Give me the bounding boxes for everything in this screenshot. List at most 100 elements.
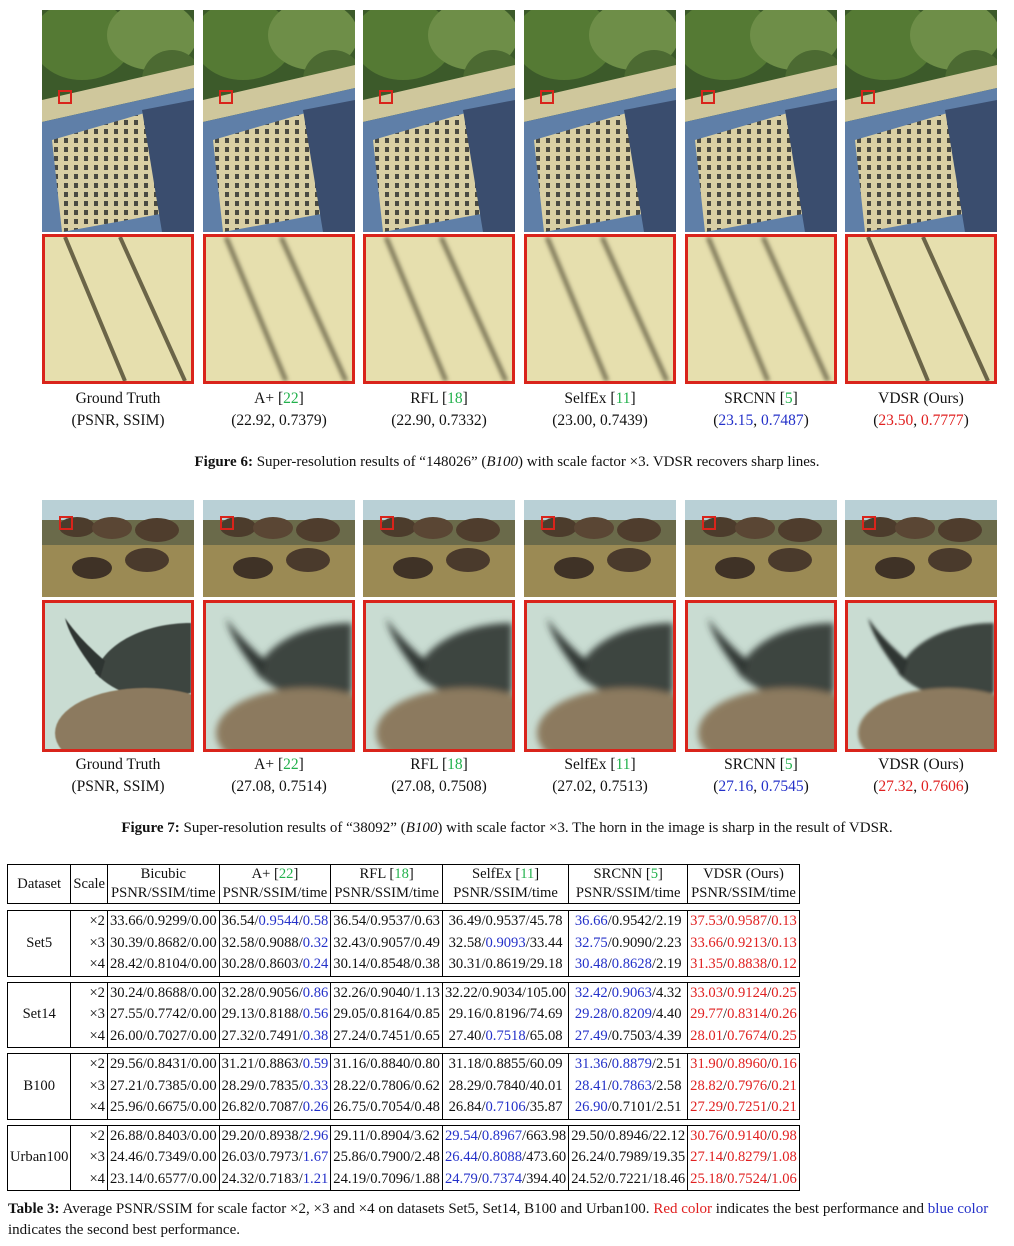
ssim-value: 0.9088 — [258, 934, 299, 951]
scale-cell: ×3 — [70, 1004, 108, 1026]
citation-ref: 11 — [615, 756, 631, 773]
psnr-value: 32.58 — [221, 934, 255, 951]
method-name: Ground Truth — [38, 388, 198, 410]
scale-cell: ×2 — [70, 1124, 108, 1147]
ssim-value: 0.8682 — [146, 934, 188, 951]
ssim-value: 0.7513 — [600, 778, 643, 795]
psnr-value: 29.13 — [221, 1006, 255, 1022]
figure-7-panel-3 — [524, 500, 676, 758]
method-label: SelfEx — [564, 390, 607, 407]
crop-marker — [219, 90, 233, 104]
psnr-value: 24.52 — [571, 1170, 605, 1187]
table-row: Set5 ×2 33.66/0.9299/0.00 36.54/0.9544/0.58… — [6, 910, 800, 977]
psnr-value: 31.35 — [690, 956, 723, 972]
crop-marker — [220, 516, 234, 530]
psnr-value: 36.66 — [574, 913, 608, 929]
psnr-value: 29.77 — [690, 1006, 723, 1022]
ssim-value: 0.8879 — [611, 1056, 652, 1072]
figure-7-panel-0 — [42, 500, 194, 758]
time-value: 2.96 — [302, 1127, 329, 1144]
time-value: 0.00 — [191, 1099, 217, 1115]
psnr-value: 32.58 — [448, 934, 482, 951]
psnr-value: 27.55 — [109, 1006, 143, 1022]
bison-scene-image — [685, 500, 837, 597]
psnr-value: 22.90 — [396, 412, 432, 429]
result-cell: 31.36/0.8879/2.51 — [568, 1053, 689, 1076]
psnr-value: 28.29 — [221, 1077, 255, 1094]
table-row: ×3 27.55/0.7742/0.00 29.13/0.8188/0.56 29.0… — [8, 1004, 800, 1026]
time-value: 0.16 — [771, 1056, 797, 1072]
result-cell: 36.66/0.9542/2.19 — [568, 910, 689, 933]
figure-6-panel-1 — [203, 10, 355, 384]
header-method: A+ [22] — [219, 864, 332, 884]
scale-cell: ×2 — [70, 1053, 108, 1076]
result-cell: 26.03/0.7973/1.67 — [219, 1147, 332, 1169]
psnr-ssim-values: (27.08, 0.7508) — [391, 778, 487, 795]
psnr-value: 26.82 — [221, 1099, 255, 1115]
psnr-value: 23.50 — [878, 412, 914, 429]
ssim-value: 0.7332 — [439, 412, 482, 429]
table-header-row: Dataset Scale Bicubic A+ [22] RFL [18] SelfEx… — [6, 864, 800, 904]
figure-6-panel-0 — [42, 10, 194, 384]
ssim-value: 0.9544 — [258, 913, 299, 929]
result-cell: 33.66/0.9299/0.00 — [107, 910, 220, 933]
ssim-value: 0.7487 — [761, 412, 804, 429]
zoomed-crop — [42, 234, 194, 384]
result-cell: 28.41/0.7863/2.58 — [568, 1075, 689, 1097]
method-label: SRCNN — [724, 756, 776, 773]
psnr-value: 30.31 — [448, 956, 482, 972]
citation-ref: 5 — [784, 390, 793, 407]
figure7-panel-caption-3: SelfEx [11] (27.02, 0.7513) — [520, 754, 680, 798]
header-dataset: Dataset — [6, 864, 72, 904]
psnr-value: 29.54 — [444, 1127, 478, 1144]
ssim-value: 0.8279 — [727, 1149, 768, 1165]
result-cell: 30.48/0.8628/2.19 — [568, 954, 689, 977]
table-3-label: Table 3: — [8, 1201, 60, 1217]
time-value: 33.44 — [529, 934, 563, 951]
method-label: Ground Truth — [75, 390, 161, 407]
psnr-value: 36.54 — [221, 913, 255, 929]
table-3-caption-blue: blue color — [927, 1201, 989, 1217]
table-3-caption: Table 3: Average PSNR/SSIM for scale fac… — [8, 1199, 1004, 1241]
psnr-value: 31.36 — [574, 1056, 608, 1072]
method-label: Ground Truth — [75, 756, 161, 773]
psnr-ssim-values: (22.92, 0.7379) — [231, 412, 327, 429]
result-cell: 26.82/0.7087/0.26 — [219, 1097, 332, 1120]
time-value: 0.63 — [414, 913, 440, 929]
crop-marker — [540, 90, 554, 104]
psnr-value: 31.18 — [448, 1056, 482, 1072]
ssim-value: 0.9587 — [727, 913, 768, 929]
result-cell: 31.16/0.8840/0.80 — [330, 1053, 443, 1076]
metric-header: PSNR/SSIM/time — [219, 884, 332, 904]
time-value: 663.98 — [526, 1127, 567, 1144]
ssim-value: 0.9140 — [727, 1127, 768, 1144]
scale-cell: ×3 — [70, 1147, 108, 1169]
time-value: 2.58 — [655, 1077, 682, 1094]
psnr-value: 24.79 — [444, 1170, 478, 1187]
time-value: 1.08 — [771, 1149, 797, 1165]
psnr-value: 27.49 — [574, 1027, 608, 1044]
result-cell: 28.01/0.7674/0.25 — [687, 1025, 800, 1048]
result-cell: 25.86/0.7900/2.48 — [330, 1147, 443, 1169]
zoomed-crop — [524, 234, 676, 384]
ssim-value: 0.7183 — [258, 1170, 299, 1187]
psnr-value: 32.26 — [333, 984, 367, 1001]
figure-6-image-row — [0, 10, 1014, 384]
time-value: 0.25 — [771, 984, 797, 1001]
result-cell: 29.50/0.8946/22.12 — [568, 1124, 689, 1147]
psnr-value: 36.49 — [448, 913, 482, 929]
ssim-value: 0.7806 — [370, 1077, 411, 1094]
psnr-value: 25.18 — [690, 1170, 723, 1187]
psnr-value: 29.28 — [574, 1006, 608, 1022]
zoomed-crop — [845, 600, 997, 752]
time-value: 0.59 — [302, 1056, 329, 1072]
psnr-ssim-values: (PSNR, SSIM) — [38, 410, 198, 432]
psnr-value: 26.24 — [571, 1149, 605, 1165]
ssim-value: 0.6675 — [146, 1099, 188, 1115]
time-value: 0.33 — [302, 1077, 329, 1094]
citation-ref: 22 — [283, 756, 299, 773]
building-scene-image — [42, 10, 194, 232]
result-cell: 29.56/0.8431/0.00 — [107, 1053, 220, 1076]
citation-ref: 5 — [650, 866, 658, 882]
zoomed-crop — [845, 234, 997, 384]
